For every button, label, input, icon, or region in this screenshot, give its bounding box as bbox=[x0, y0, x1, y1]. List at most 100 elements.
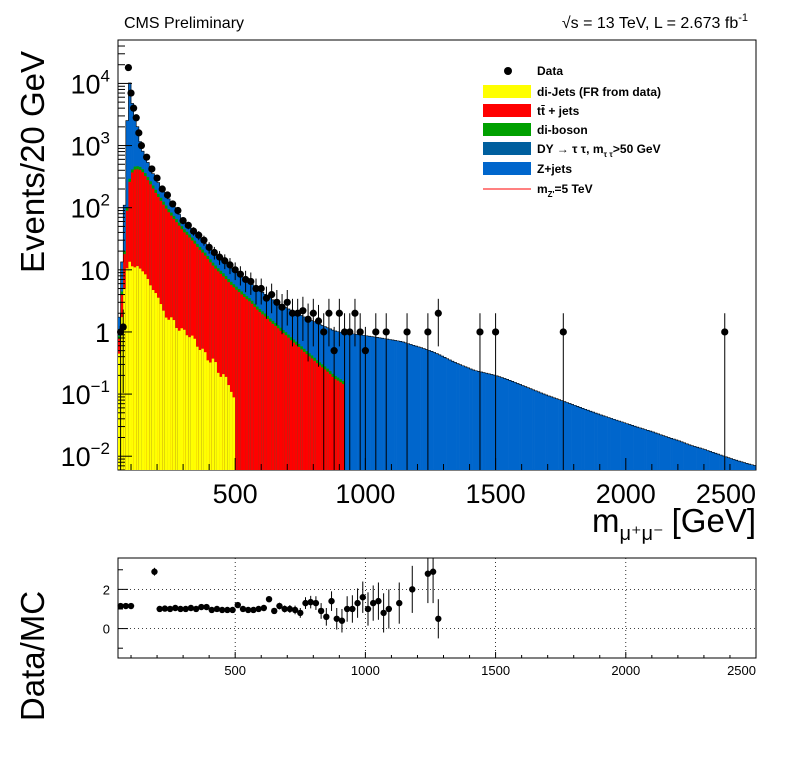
zjets-bin bbox=[357, 334, 361, 470]
ttbar-bin bbox=[328, 374, 332, 470]
data-point bbox=[304, 315, 312, 323]
data-point bbox=[309, 309, 317, 317]
zjets-bin bbox=[719, 455, 723, 470]
legend: Data di-Jets (FR from data) tt̄ + jets d… bbox=[483, 64, 661, 199]
data-point bbox=[314, 317, 323, 325]
zjets-bin bbox=[495, 375, 499, 470]
main-x-tick-label: 1000 bbox=[335, 479, 395, 509]
data-point bbox=[137, 141, 146, 150]
zjets-bin bbox=[670, 438, 673, 470]
data-point bbox=[124, 63, 133, 72]
dijets-bin bbox=[136, 266, 140, 470]
main-x-ticks: 500 1000 1500 2000 2500 bbox=[130, 458, 757, 509]
ttbar-bin bbox=[266, 318, 270, 470]
ttbar-bin bbox=[237, 292, 241, 470]
zjets-bin bbox=[362, 335, 366, 470]
dijets-bin bbox=[120, 317, 124, 470]
data-point bbox=[434, 309, 442, 317]
data-point bbox=[163, 191, 172, 199]
data-point bbox=[268, 290, 276, 299]
ttbar-bin bbox=[321, 367, 325, 470]
ttbar-bin bbox=[305, 354, 309, 470]
ttbar-bin bbox=[313, 360, 317, 470]
dijets-bin bbox=[175, 327, 179, 470]
zjets-bin bbox=[451, 361, 455, 470]
zjets-bin bbox=[696, 447, 700, 470]
data-point bbox=[252, 284, 260, 293]
dijets-bin bbox=[196, 346, 200, 470]
header-right: √s = 13 TeV, L = 2.673 fb-1 bbox=[562, 12, 748, 32]
ratio-point bbox=[286, 605, 294, 613]
ratio-point bbox=[385, 605, 393, 613]
zjets-bin bbox=[443, 357, 447, 470]
data-point bbox=[299, 307, 307, 315]
zjets-bin bbox=[709, 451, 713, 470]
zjets-bin bbox=[607, 417, 611, 470]
ratio-point bbox=[359, 594, 366, 601]
zjets-bin bbox=[547, 395, 551, 470]
data-point bbox=[320, 328, 328, 336]
legend-swatch-ttbar bbox=[483, 104, 531, 117]
dijets-bin bbox=[172, 320, 176, 470]
zjets-bin bbox=[360, 334, 364, 470]
zjets-bin bbox=[440, 356, 444, 470]
data-point bbox=[231, 266, 239, 274]
dijets-bin bbox=[141, 271, 145, 470]
zjets-bin bbox=[649, 431, 653, 470]
ratio-point bbox=[156, 605, 163, 613]
dijets-bin bbox=[159, 304, 163, 470]
zjets-bin bbox=[685, 443, 689, 470]
zjets-bin bbox=[388, 339, 392, 470]
ratio-point bbox=[364, 605, 372, 613]
dijets-bin bbox=[206, 360, 210, 470]
ttbar-bin bbox=[224, 279, 228, 470]
zjets-bin bbox=[479, 371, 483, 470]
ttbar-bin bbox=[229, 284, 233, 470]
zjets-bin bbox=[563, 401, 567, 470]
dijets-bin bbox=[125, 268, 129, 470]
zjets-bin bbox=[503, 378, 507, 470]
zjets-bin bbox=[448, 359, 452, 470]
data-point bbox=[210, 248, 218, 257]
zjets-bin bbox=[581, 408, 585, 470]
zjets-bin bbox=[511, 381, 515, 470]
main-x-tick-label: 1500 bbox=[466, 479, 526, 509]
dijets-bin bbox=[229, 391, 233, 470]
ttbar-bin bbox=[287, 337, 291, 470]
zjets-bin bbox=[412, 345, 416, 470]
ttbar-bin bbox=[310, 358, 314, 470]
zjets-bin bbox=[492, 375, 496, 470]
zjets-bin bbox=[558, 399, 561, 470]
zjets-bin bbox=[433, 352, 436, 470]
zjets-bin bbox=[633, 426, 637, 470]
zjets-bin bbox=[638, 427, 642, 470]
zjets-bin bbox=[396, 340, 400, 470]
dijets-bin bbox=[216, 372, 220, 470]
zjets-bin bbox=[365, 335, 369, 470]
dijets-bin bbox=[232, 397, 236, 470]
ratio-point bbox=[312, 599, 320, 607]
data-point bbox=[184, 221, 192, 229]
zjets-bin bbox=[620, 421, 624, 470]
data-point bbox=[174, 206, 182, 215]
main-y-axis-label: Events/20 GeV bbox=[14, 51, 51, 273]
main-x-axis-label: mμ⁺μ⁻ [GeV] bbox=[592, 502, 756, 545]
zjets-bin bbox=[680, 441, 684, 470]
ratio-point bbox=[354, 599, 361, 607]
data-point bbox=[236, 270, 244, 278]
zjets-bin bbox=[573, 405, 577, 470]
dijets-bin bbox=[133, 267, 137, 470]
ratio-point bbox=[409, 586, 416, 593]
zjets-bin bbox=[683, 442, 686, 470]
ttbar-bin bbox=[334, 379, 338, 470]
ttbar-bin bbox=[339, 382, 343, 470]
zjets-bin bbox=[519, 384, 522, 470]
ratio-x-ticks: 500 1000 1500 2000 2500 bbox=[130, 652, 757, 678]
zjets-bin bbox=[750, 464, 754, 470]
ratio-x-tick-label: 500 bbox=[224, 663, 246, 678]
zjets-bin bbox=[625, 423, 629, 470]
zjets-bin bbox=[466, 367, 470, 470]
ttbar-bin bbox=[300, 349, 304, 470]
data-point bbox=[200, 236, 208, 244]
ratio-plot-panel: 02 500 1000 1500 2000 2500 Data/MC bbox=[14, 557, 757, 721]
